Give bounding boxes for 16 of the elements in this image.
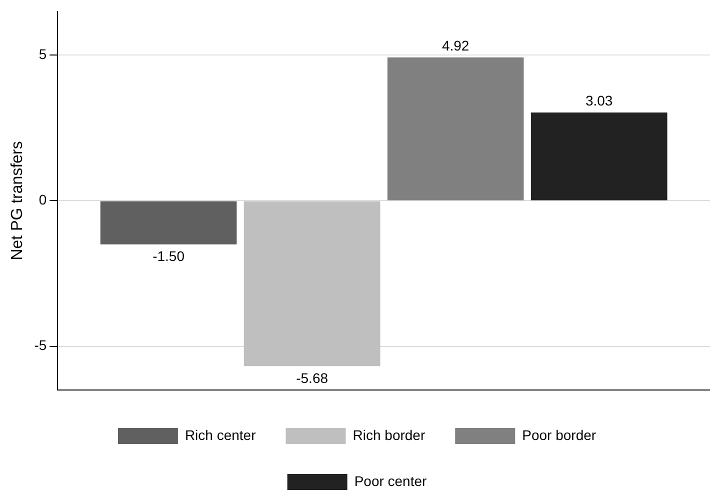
legend-label: Rich center	[184, 426, 256, 443]
y-tick-label: 5	[38, 46, 47, 62]
bar	[387, 57, 524, 200]
legend-label: Rich border	[352, 426, 426, 443]
bar	[530, 112, 668, 200]
bar	[244, 201, 380, 366]
y-tick-label: 0	[38, 192, 47, 208]
bar	[100, 201, 237, 244]
data-label: 4.92	[442, 37, 470, 54]
y-tick-label: -5	[34, 337, 47, 354]
data-label: -5.68	[296, 370, 328, 386]
legend-label: Poor border	[522, 426, 596, 443]
data-label: -1.50	[152, 248, 185, 264]
legend-label: Poor center	[354, 472, 428, 489]
data-label: 3.03	[585, 92, 613, 108]
y-axis-title: Net PG transfers	[9, 141, 26, 260]
